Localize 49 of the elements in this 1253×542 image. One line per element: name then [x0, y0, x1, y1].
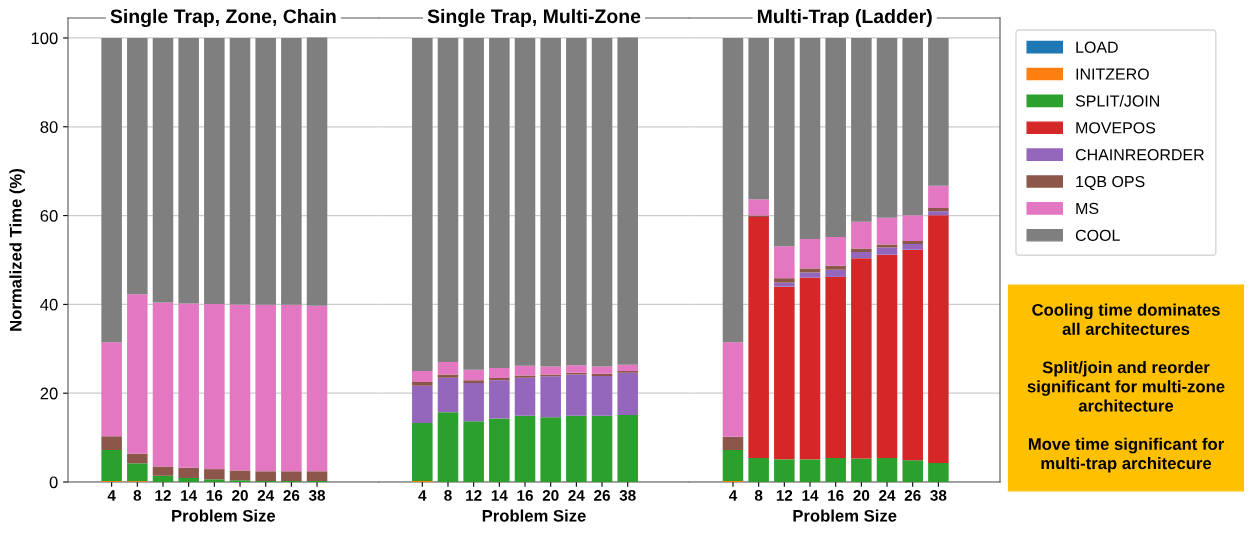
x-tick-label: 12	[155, 490, 171, 501]
x-tick-label: 4	[728, 490, 738, 501]
x-tick-label: 26	[904, 490, 921, 501]
x-tick-label: 24	[568, 490, 585, 501]
legend-label: MOVEPOS	[1076, 122, 1156, 134]
x-tick-label: 16	[517, 490, 533, 501]
legend-label: COOL	[1075, 229, 1120, 241]
x-tick-label: 26	[594, 490, 610, 501]
legend-label: LOAD	[1076, 41, 1118, 53]
x-axis-title: Problem Size	[482, 509, 586, 522]
chart-title: Single Trap, Multi-Zone	[427, 8, 641, 28]
y-tick-label: 20	[40, 387, 58, 400]
x-tick-label: 4	[418, 490, 427, 501]
legend-label: CHAINREORDER	[1075, 149, 1204, 161]
text: Cooling time dominates all architectures Split/join and reorder significant for multi-zone architecture Move time significant for multi-trap architecure	[1027, 303, 1225, 473]
legend-label: SPLIT/JOIN	[1075, 94, 1159, 107]
legend-label: MS	[1076, 202, 1099, 215]
x-tick-label: 38	[930, 490, 947, 501]
x-axis-title: Problem Size	[172, 509, 276, 522]
y-tick-label: 60	[40, 209, 58, 222]
x-tick-label: 38	[308, 490, 326, 501]
x-tick-label: 12	[466, 490, 482, 501]
x-tick-label: 8	[754, 490, 763, 501]
x-tick-label: 20	[853, 490, 870, 501]
x-axis-title: Problem Size	[793, 509, 897, 522]
x-tick-label: 14	[802, 490, 819, 501]
legend-label: INITZERO	[1076, 68, 1149, 80]
x-tick-label: 4	[107, 490, 116, 501]
y-tick-label: 0	[49, 476, 58, 489]
x-tick-label: 16	[206, 490, 223, 501]
x-tick-label: 14	[181, 490, 198, 501]
x-tick-label: 26	[283, 490, 300, 501]
x-tick-label: 24	[879, 490, 896, 501]
y-axis-title: Normalized Time (%)	[9, 169, 25, 331]
y-tick-label: 80	[40, 121, 58, 133]
y-tick-label: 40	[40, 298, 58, 311]
x-tick-label: 20	[542, 490, 559, 501]
y-tick-label: 100	[31, 32, 58, 45]
x-tick-label: 12	[776, 490, 793, 501]
legend-label: 1QB OPS	[1076, 175, 1145, 191]
x-tick-label: 20	[232, 490, 248, 501]
x-tick-label: 24	[257, 490, 275, 501]
x-tick-label: 16	[828, 490, 844, 501]
x-tick-label: 8	[133, 490, 142, 501]
x-tick-label: 14	[491, 490, 508, 501]
x-tick-label: 38	[619, 490, 636, 501]
x-tick-label: 8	[444, 490, 452, 501]
chart-title: Multi-Trap (Ladder)	[757, 8, 932, 28]
chart-title: Single Trap, Zone, Chain	[110, 8, 336, 28]
